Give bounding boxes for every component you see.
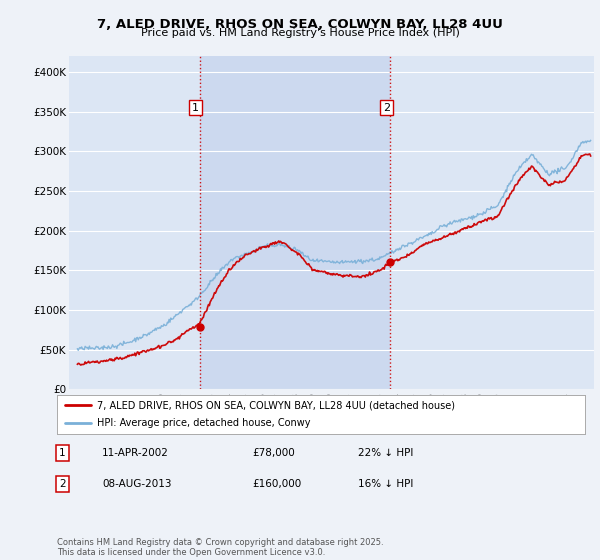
Text: 2: 2 bbox=[59, 479, 65, 489]
Bar bbox=[200, 56, 391, 389]
Text: 11-APR-2002: 11-APR-2002 bbox=[102, 448, 169, 458]
Text: £160,000: £160,000 bbox=[253, 479, 302, 489]
Text: 2: 2 bbox=[383, 102, 390, 113]
Text: 7, ALED DRIVE, RHOS ON SEA, COLWYN BAY, LL28 4UU (detached house): 7, ALED DRIVE, RHOS ON SEA, COLWYN BAY, … bbox=[97, 400, 455, 410]
Text: 16% ↓ HPI: 16% ↓ HPI bbox=[358, 479, 413, 489]
Text: 1: 1 bbox=[59, 448, 65, 458]
Text: 1: 1 bbox=[192, 102, 199, 113]
Text: Contains HM Land Registry data © Crown copyright and database right 2025.
This d: Contains HM Land Registry data © Crown c… bbox=[57, 538, 383, 557]
Text: HPI: Average price, detached house, Conwy: HPI: Average price, detached house, Conw… bbox=[97, 418, 310, 428]
Text: 22% ↓ HPI: 22% ↓ HPI bbox=[358, 448, 413, 458]
Text: £78,000: £78,000 bbox=[253, 448, 295, 458]
Text: Price paid vs. HM Land Registry's House Price Index (HPI): Price paid vs. HM Land Registry's House … bbox=[140, 28, 460, 38]
Text: 7, ALED DRIVE, RHOS ON SEA, COLWYN BAY, LL28 4UU: 7, ALED DRIVE, RHOS ON SEA, COLWYN BAY, … bbox=[97, 18, 503, 31]
Text: 08-AUG-2013: 08-AUG-2013 bbox=[102, 479, 172, 489]
